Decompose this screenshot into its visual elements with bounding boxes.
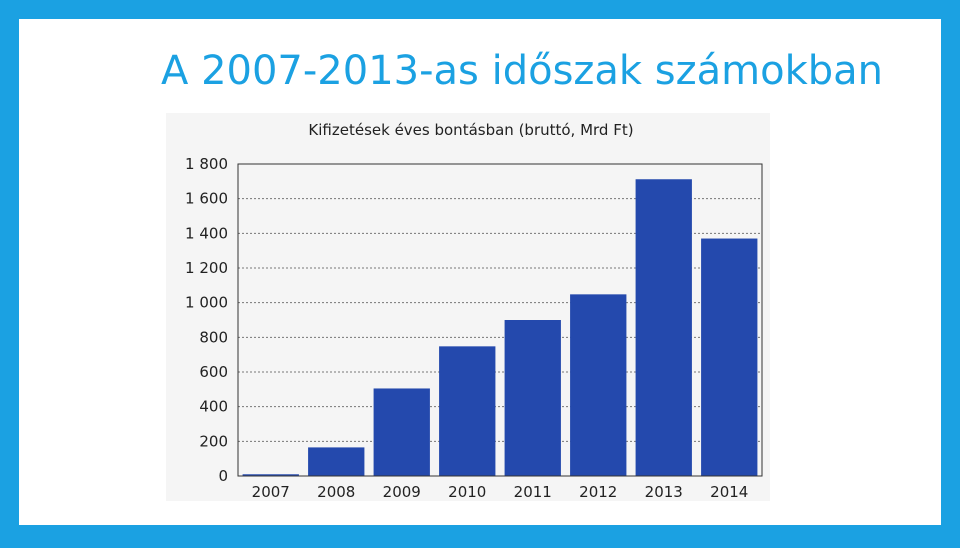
slide-title: A 2007-2013-as időszak számokban xyxy=(161,48,884,94)
y-axis-tick-labels: 0 200 400 600 800 1 000 1 200 1 400 1 600 1 800 xyxy=(185,155,228,485)
y-tick-label: 0 xyxy=(218,467,228,485)
y-tick-label: 1 200 xyxy=(185,259,228,277)
x-tick-label: 2014 xyxy=(710,483,748,501)
x-tick-label: 2008 xyxy=(317,483,355,501)
bar-2009 xyxy=(373,388,430,476)
y-tick-label: 1 600 xyxy=(185,190,228,208)
bar-2007 xyxy=(242,474,299,476)
chart-panel: Kifizetések éves bontásban (bruttó, Mrd … xyxy=(166,113,770,501)
bar-2010 xyxy=(439,346,496,476)
bar-chart: Kifizetések éves bontásban (bruttó, Mrd … xyxy=(185,121,763,501)
y-tick-label: 1 800 xyxy=(185,155,228,173)
x-tick-label: 2010 xyxy=(448,483,486,501)
y-tick-label: 1 000 xyxy=(185,294,228,312)
bars xyxy=(242,179,758,476)
bar-2008 xyxy=(308,447,365,476)
bar-2011 xyxy=(504,320,561,476)
y-tick-label: 600 xyxy=(199,363,228,381)
bar-2013 xyxy=(635,179,692,476)
y-tick-label: 200 xyxy=(199,432,228,450)
bar-2012 xyxy=(570,294,627,476)
x-tick-label: 2011 xyxy=(514,483,552,501)
chart-title: Kifizetések éves bontásban (bruttó, Mrd … xyxy=(308,121,633,139)
bar-2014 xyxy=(701,238,758,476)
y-tick-label: 800 xyxy=(199,328,228,346)
x-tick-label: 2009 xyxy=(383,483,421,501)
y-tick-label: 1 400 xyxy=(185,224,228,242)
slide: A 2007-2013-as időszak számokban Kifizet… xyxy=(19,19,941,525)
y-tick-label: 400 xyxy=(199,398,228,416)
x-axis-tick-labels: 2007 2008 2009 2010 2011 2012 2013 2014 xyxy=(252,483,749,501)
plot-area-frame xyxy=(237,163,763,477)
x-tick-label: 2012 xyxy=(579,483,617,501)
x-tick-label: 2013 xyxy=(645,483,683,501)
x-tick-label: 2007 xyxy=(252,483,290,501)
